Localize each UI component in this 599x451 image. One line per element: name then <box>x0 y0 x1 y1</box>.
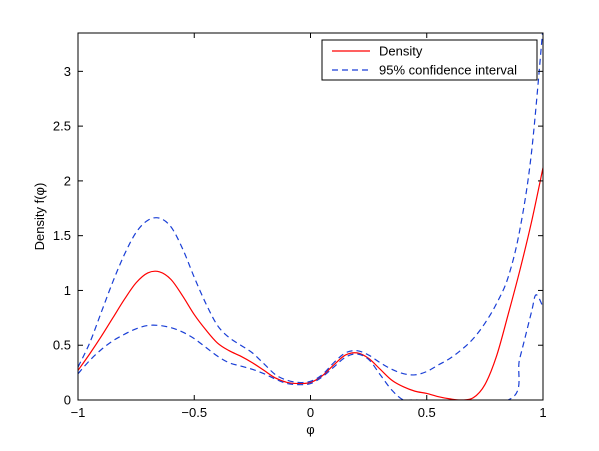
legend-label-density: Density <box>379 44 423 59</box>
series-line-confidence-upper <box>78 33 543 384</box>
series-line-confidence-lower <box>78 294 543 400</box>
y-axis-title: Density f(φ) <box>32 183 47 251</box>
y-tick-label: 2.5 <box>53 119 71 134</box>
y-tick-label: 0.5 <box>53 338 71 353</box>
x-tick-label: −0.5 <box>181 405 207 420</box>
plot-background <box>78 33 543 400</box>
legend-box <box>321 39 538 81</box>
x-tick-label: 0 <box>307 405 314 420</box>
x-tick-label: 1 <box>539 405 546 420</box>
x-tick-label: −1 <box>71 405 86 420</box>
y-tick-label: 3 <box>64 64 71 79</box>
x-axis-title: φ <box>306 422 314 437</box>
legend: Density 95% confidence interval <box>321 39 538 81</box>
x-tick-label: 0.5 <box>418 405 436 420</box>
y-tick-label: 1.5 <box>53 228 71 243</box>
y-tick-label: 1 <box>64 283 71 298</box>
y-tick-label: 2 <box>64 173 71 188</box>
legend-label-confidence-interval: 95% confidence interval <box>379 63 517 78</box>
ticks-layer: −1 −0.5 0 0.5 1 0 0.5 1 1.5 2 2.5 3 <box>53 33 547 420</box>
y-tick-label: 0 <box>64 393 71 408</box>
